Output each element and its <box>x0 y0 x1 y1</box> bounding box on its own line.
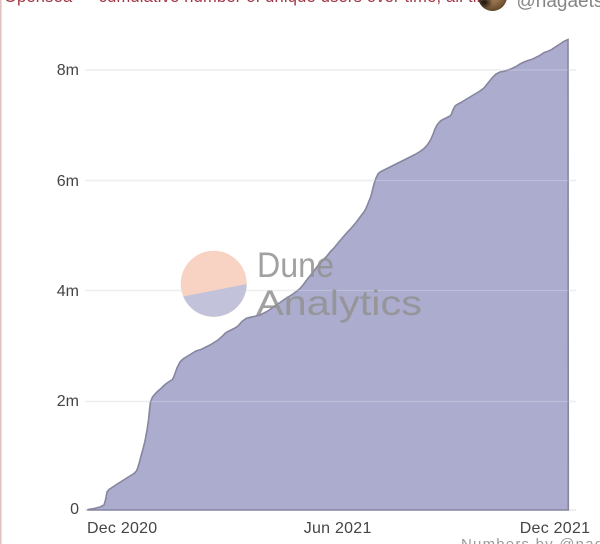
svg-text:Analytics: Analytics <box>256 283 422 323</box>
svg-text:Dune: Dune <box>257 245 334 285</box>
